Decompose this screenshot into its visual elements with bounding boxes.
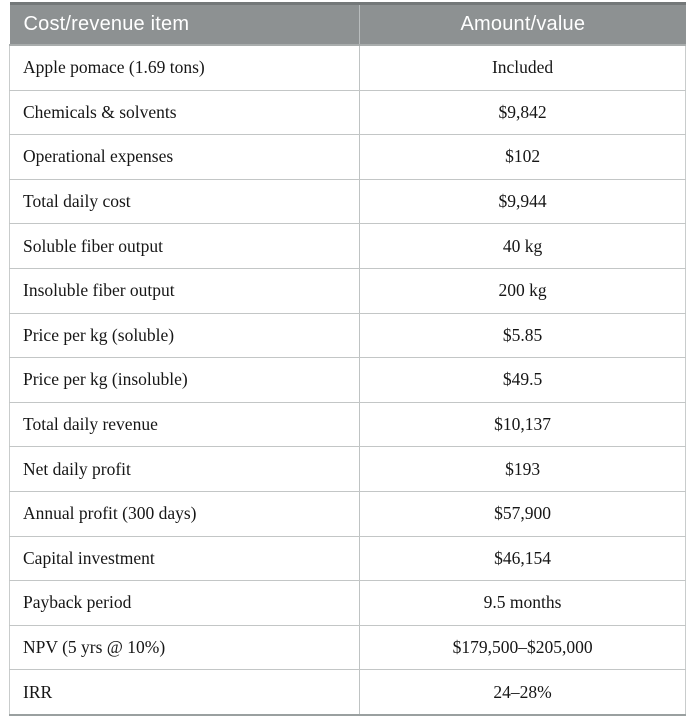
value-cell: $102	[359, 134, 686, 180]
item-cell: Soluble fiber output	[8, 223, 360, 269]
item-cell: NPV (5 yrs @ 10%)	[8, 625, 360, 671]
table-row: Payback period 9.5 months	[8, 580, 686, 626]
item-cell: Annual profit (300 days)	[8, 491, 360, 537]
value-cell: $57,900	[359, 491, 686, 537]
cost-revenue-table-container: Cost/revenue item Amount/value Apple pom…	[8, 2, 686, 716]
value-cell: 24–28%	[359, 669, 686, 716]
table-row: Price per kg (insoluble) $49.5	[8, 357, 686, 403]
value-cell: 200 kg	[359, 268, 686, 314]
table-row: Apple pomace (1.69 tons) Included	[8, 45, 686, 91]
item-cell: Total daily revenue	[8, 402, 360, 448]
item-cell: Insoluble fiber output	[8, 268, 360, 314]
item-cell: Payback period	[8, 580, 360, 626]
column-header-cost-revenue-item: Cost/revenue item	[9, 2, 360, 46]
value-cell: $179,500–$205,000	[359, 625, 686, 671]
item-cell: Apple pomace (1.69 tons)	[8, 45, 360, 91]
item-cell: Operational expenses	[8, 134, 360, 180]
value-cell: $49.5	[359, 357, 686, 403]
value-cell: $10,137	[359, 402, 686, 448]
value-cell: 40 kg	[359, 223, 686, 269]
value-cell: $193	[359, 446, 686, 492]
value-cell: $9,944	[359, 179, 686, 225]
table-row: Total daily revenue $10,137	[8, 402, 686, 448]
table-row: Annual profit (300 days) $57,900	[8, 491, 686, 537]
table-row: IRR 24–28%	[8, 669, 686, 716]
item-cell: Net daily profit	[8, 446, 360, 492]
table-header-row: Cost/revenue item Amount/value	[9, 2, 686, 46]
table-row: Capital investment $46,154	[8, 536, 686, 582]
column-header-amount-value: Amount/value	[359, 2, 686, 46]
item-cell: Price per kg (soluble)	[8, 313, 360, 359]
value-cell: $5.85	[359, 313, 686, 359]
value-cell: $9,842	[359, 90, 686, 136]
item-cell: Total daily cost	[8, 179, 360, 225]
item-cell: Chemicals & solvents	[8, 90, 360, 136]
item-cell: IRR	[8, 669, 360, 716]
table-row: Price per kg (soluble) $5.85	[8, 313, 686, 359]
table-row: NPV (5 yrs @ 10%) $179,500–$205,000	[8, 625, 686, 671]
cost-revenue-table: Cost/revenue item Amount/value Apple pom…	[8, 2, 686, 716]
table-row: Total daily cost $9,944	[8, 179, 686, 225]
table-row: Chemicals & solvents $9,842	[8, 90, 686, 136]
table-row: Operational expenses $102	[8, 134, 686, 180]
table-body: Apple pomace (1.69 tons) Included Chemical…	[8, 45, 686, 716]
item-cell: Capital investment	[8, 536, 360, 582]
table-row: Soluble fiber output 40 kg	[8, 223, 686, 269]
item-cell: Price per kg (insoluble)	[8, 357, 360, 403]
value-cell: Included	[359, 45, 686, 91]
table-row: Net daily profit $193	[8, 446, 686, 492]
table-row: Insoluble fiber output 200 kg	[8, 268, 686, 314]
value-cell: 9.5 months	[359, 580, 686, 626]
value-cell: $46,154	[359, 536, 686, 582]
